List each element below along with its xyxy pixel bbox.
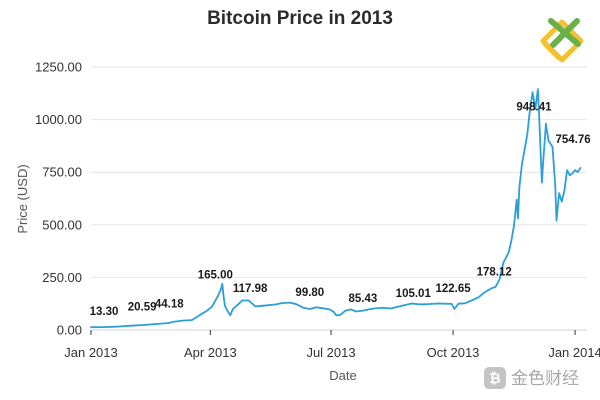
data-label: 117.98 — [233, 283, 268, 295]
data-label: 13.30 — [90, 306, 119, 318]
x-tick-label: Oct 2013 — [427, 345, 480, 360]
svg-text:₿: ₿ — [489, 371, 500, 387]
data-label: 178.12 — [477, 267, 512, 279]
x-tick-label: Jan 2013 — [64, 345, 118, 360]
x-tick-label: Jan 2014 — [548, 345, 600, 360]
data-label: 85.43 — [348, 293, 377, 305]
data-label: 948.41 — [516, 101, 552, 113]
watermark: ₿ 金色财经 — [484, 367, 579, 389]
x-axis: Jan 2013 Apr 2013 Jul 2013 Oct 2013 Jan 2014 — [64, 329, 600, 360]
data-label: 20.59 — [128, 302, 157, 314]
y-axis: 0.00 250.00 500.00 750.00 1000.00 1250.00 — [35, 60, 82, 338]
chart-title: Bitcoin Price in 2013 — [207, 8, 393, 29]
watermark-text: 金色财经 — [511, 369, 579, 389]
y-tick-label: 250.00 — [42, 270, 82, 285]
grid — [91, 66, 587, 278]
brand-logo — [540, 18, 584, 63]
bitcoin-badge-icon: ₿ — [484, 367, 506, 389]
series-layer — [90, 88, 582, 329]
y-tick-label: 1000.00 — [35, 112, 82, 127]
price-series-line — [90, 88, 582, 329]
data-label: 105.01 — [396, 288, 432, 300]
data-label: 165.00 — [198, 269, 233, 281]
y-tick-label: 500.00 — [42, 217, 82, 232]
y-tick-label: 750.00 — [42, 165, 82, 180]
y-tick-label: 0.00 — [57, 323, 82, 338]
data-label: 44.18 — [155, 299, 184, 311]
data-label: 122.65 — [435, 283, 471, 295]
data-label: 99.80 — [295, 287, 324, 299]
x-axis-title: Date — [329, 368, 356, 383]
x-tick-label: Jul 2013 — [306, 345, 355, 360]
y-tick-label: 1250.00 — [35, 60, 82, 75]
data-label: 754.76 — [555, 134, 590, 146]
y-axis-title: Price (USD) — [15, 164, 30, 233]
diamond-x-logo-icon — [540, 18, 584, 63]
x-tick-label: Apr 2013 — [184, 345, 237, 360]
